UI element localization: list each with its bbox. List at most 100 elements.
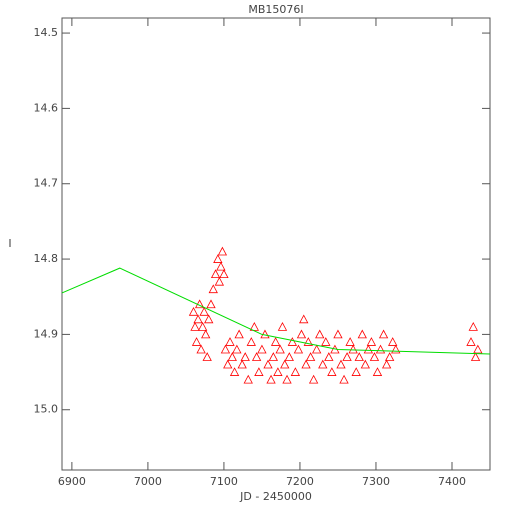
data-point: [225, 337, 235, 346]
data-point: [284, 352, 294, 361]
data-point: [237, 359, 247, 369]
x-tick-label: 7400: [438, 475, 466, 488]
data-point: [216, 261, 226, 271]
y-tick-label: 14.5: [34, 26, 59, 39]
data-point: [243, 374, 253, 384]
data-point: [363, 344, 374, 354]
data-point: [293, 344, 304, 354]
data-point: [301, 359, 311, 369]
data-point: [378, 329, 389, 339]
data-point: [366, 337, 377, 346]
data-point: [220, 344, 231, 354]
data-point: [333, 329, 343, 339]
data-point: [305, 352, 316, 361]
data-point: [324, 352, 334, 361]
data-point: [308, 374, 319, 384]
data-point: [227, 352, 237, 361]
data-point: [287, 337, 298, 346]
data-point: [299, 314, 309, 324]
data-point: [391, 344, 401, 354]
data-point: [234, 329, 244, 339]
data-point: [202, 352, 212, 361]
data-point: [188, 306, 199, 316]
x-tick-label: 7300: [362, 475, 390, 488]
data-point: [273, 367, 283, 376]
data-point: [280, 359, 290, 369]
data-point: [466, 337, 476, 346]
data-point: [360, 359, 370, 369]
data-point: [339, 374, 349, 384]
data-point: [246, 337, 256, 346]
data-point: [470, 352, 481, 361]
data-point: [372, 367, 383, 376]
data-point: [204, 314, 214, 324]
data-point: [290, 367, 301, 376]
data-point: [251, 352, 262, 361]
data-point: [384, 352, 395, 361]
data-point: [232, 344, 242, 354]
data-point: [270, 337, 281, 346]
data-point: [315, 329, 325, 339]
data-point: [240, 352, 250, 361]
data-point: [282, 374, 292, 384]
data-point: [217, 246, 228, 256]
data-point: [303, 337, 313, 346]
data-point: [277, 322, 288, 331]
data-point: [266, 374, 276, 384]
data-point: [196, 344, 206, 354]
data-point: [206, 299, 216, 309]
data-point: [473, 344, 483, 354]
data-point: [468, 322, 478, 331]
y-tick-label: 14.9: [34, 327, 59, 340]
data-point: [318, 359, 328, 369]
data-point: [223, 359, 233, 369]
data-point: [321, 337, 331, 346]
data-point: [327, 367, 337, 376]
data-point: [312, 344, 322, 354]
data-point: [388, 337, 398, 346]
data-point: [268, 352, 279, 361]
x-axis-label: JD - 2450000: [239, 490, 312, 503]
data-point: [193, 314, 203, 324]
data-point: [190, 322, 200, 331]
data-point: [214, 276, 225, 286]
y-axis-label: I: [8, 237, 11, 250]
x-tick-label: 7100: [210, 475, 238, 488]
data-point: [201, 329, 211, 339]
data-point: [219, 269, 229, 279]
data-point: [351, 367, 361, 376]
trend-line: [61, 267, 491, 355]
data-point: [199, 306, 209, 316]
x-tick-label: 7000: [134, 475, 162, 488]
data-point: [197, 322, 208, 331]
data-point: [263, 359, 273, 369]
y-tick-label: 14.7: [34, 177, 59, 190]
data-point: [354, 352, 364, 361]
data-point: [296, 329, 307, 339]
data-point: [381, 359, 392, 369]
data-point: [369, 352, 380, 361]
data-point: [229, 367, 240, 376]
x-tick-label: 6900: [58, 475, 86, 488]
data-point: [336, 359, 346, 369]
chart-title: MB15076I: [248, 3, 303, 16]
data-point: [275, 344, 285, 354]
x-tick-label: 7200: [286, 475, 314, 488]
data-point: [348, 344, 358, 354]
y-tick-label: 14.6: [34, 101, 59, 114]
data-point: [375, 344, 386, 354]
data-point: [191, 337, 202, 346]
plot-frame: [61, 17, 491, 471]
data-point: [357, 329, 367, 339]
y-tick-label: 15.0: [34, 403, 59, 416]
data-point: [213, 254, 223, 263]
data-point: [254, 367, 264, 376]
data-point: [345, 337, 355, 346]
data-point: [208, 284, 218, 294]
data-point: [210, 269, 221, 279]
data-point: [342, 352, 352, 361]
y-tick-label: 14.8: [34, 252, 59, 265]
data-point: [257, 344, 267, 354]
